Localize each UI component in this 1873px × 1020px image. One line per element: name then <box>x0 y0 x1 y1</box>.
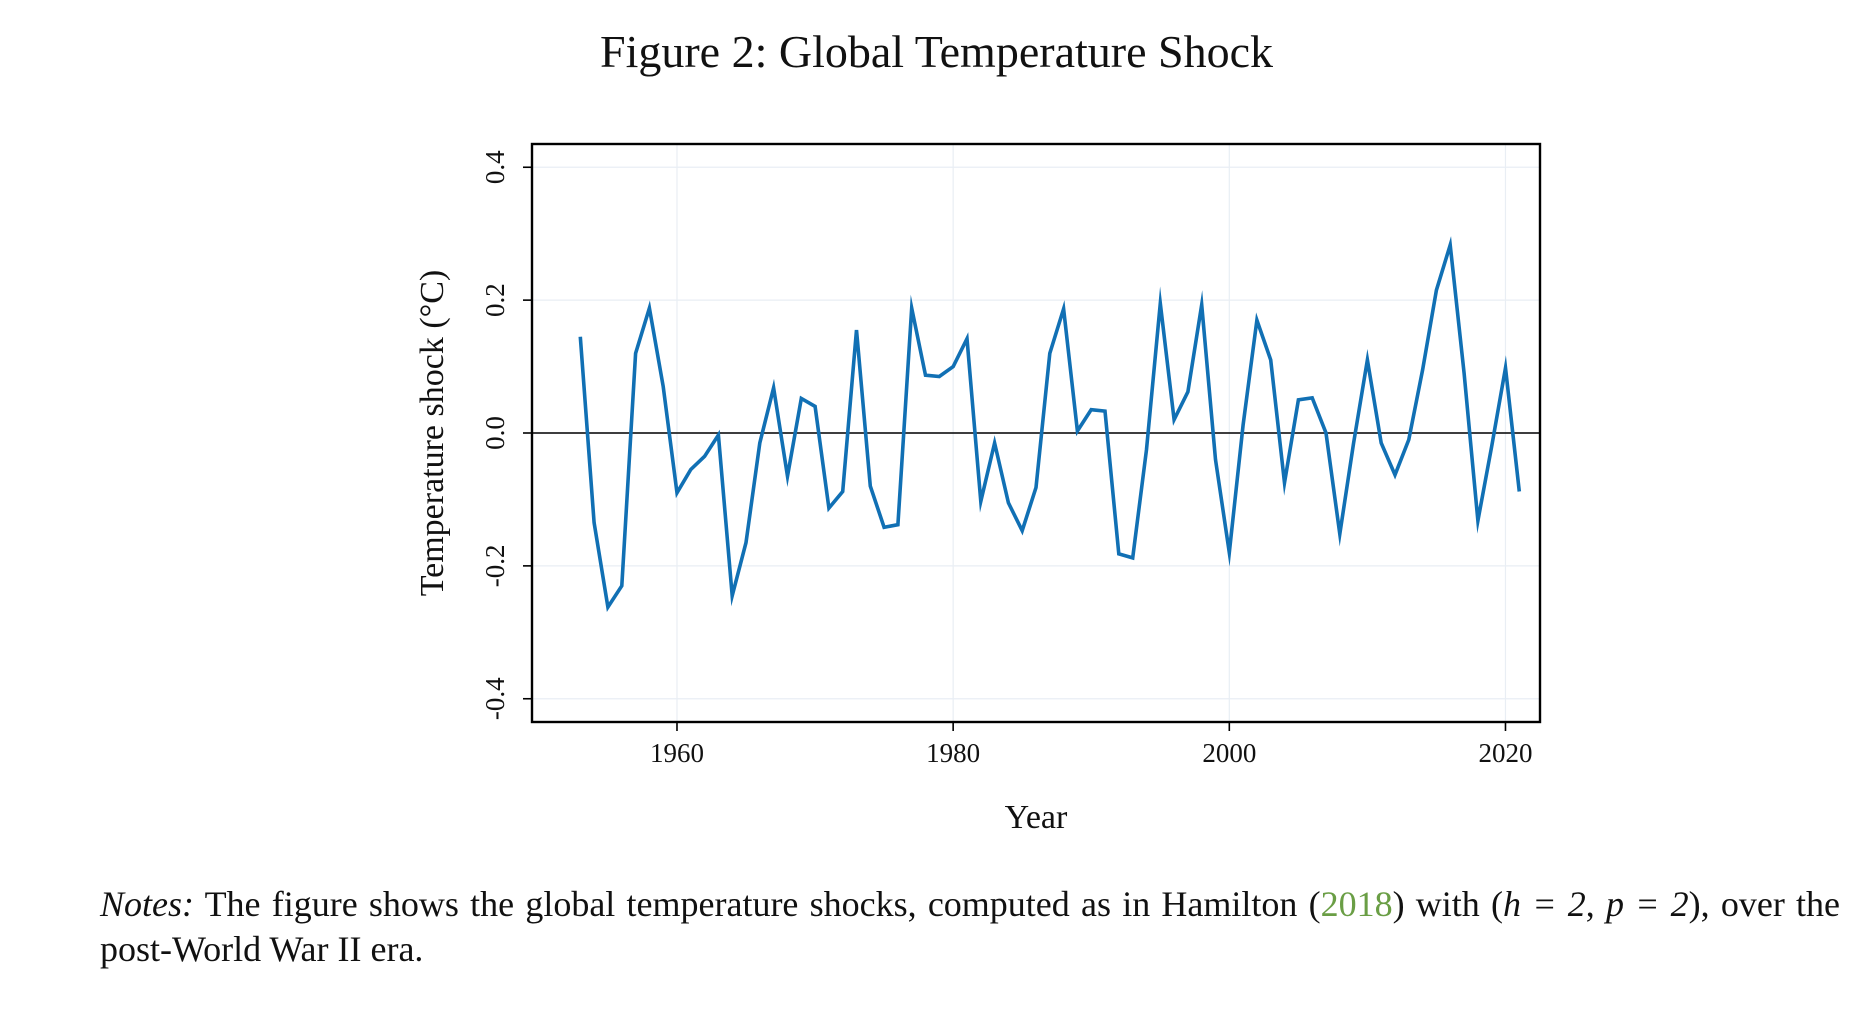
notes-label: Notes: <box>100 884 194 924</box>
notes-text-middle: ) with ( <box>1392 884 1503 924</box>
y-tick-label: 0.2 <box>480 283 510 317</box>
y-tick-label: 0.0 <box>480 416 510 450</box>
y-tick-label: -0.2 <box>480 544 510 587</box>
x-tick-label: 2000 <box>1202 738 1256 768</box>
notes-text-after: ), over the post-World War II era. <box>100 884 1841 969</box>
y-tick-label: -0.4 <box>480 677 510 720</box>
x-tick-label: 1980 <box>926 738 980 768</box>
x-tick-label: 1960 <box>650 738 704 768</box>
y-tick-label: 0.4 <box>480 150 510 184</box>
temperature-shock-series-line <box>578 236 1522 612</box>
x-tick-label: 2020 <box>1478 738 1532 768</box>
notes-text-before: The figure shows the global temperature … <box>204 884 1321 924</box>
h-parameter: h = 2 <box>1503 884 1586 924</box>
y-axis-label: Temperature shock (°C) <box>414 270 451 597</box>
figure-notes: Notes: The figure shows the global tempe… <box>100 882 1840 972</box>
p-parameter: p = 2 <box>1605 884 1689 924</box>
figure-title: Figure 2: Global Temperature Shock <box>600 26 1273 77</box>
citation-link[interactable]: 2018 <box>1320 884 1393 924</box>
notes-comma: , <box>1585 884 1606 924</box>
x-axis-label: Year <box>1005 799 1068 836</box>
